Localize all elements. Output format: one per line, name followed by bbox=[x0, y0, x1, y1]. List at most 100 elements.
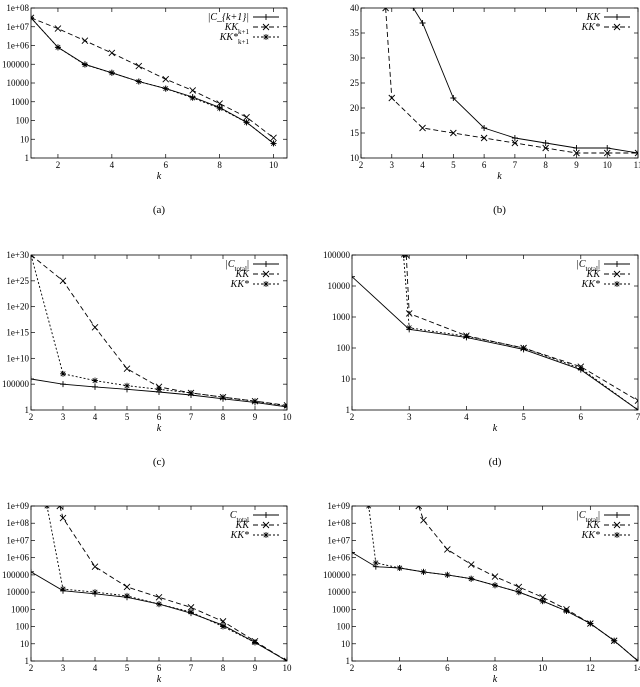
data-point bbox=[420, 516, 427, 524]
data-point bbox=[450, 95, 457, 101]
x-tick-label: 7 bbox=[513, 160, 518, 170]
legend-marker bbox=[614, 532, 620, 538]
x-axis-label: k bbox=[157, 423, 162, 434]
y-tick-label: 100000 bbox=[2, 379, 30, 389]
y-tick-label: 10000 bbox=[328, 587, 351, 597]
legend-marker bbox=[262, 23, 270, 31]
x-tick-label: 6 bbox=[579, 412, 584, 422]
data-point bbox=[388, 94, 396, 102]
data-point bbox=[54, 25, 62, 32]
legend-label: KK*k+1 bbox=[219, 32, 250, 46]
x-tick-label: 10 bbox=[269, 160, 279, 170]
data-point bbox=[603, 149, 611, 157]
data-point bbox=[108, 69, 115, 76]
y-tick-label: 1 bbox=[25, 656, 30, 666]
y-tick-label: 1e+08 bbox=[6, 3, 29, 13]
data-point bbox=[135, 62, 143, 70]
legend-label: |C_{k+1}| bbox=[208, 12, 249, 23]
panel-caption: (d) bbox=[489, 456, 502, 468]
data-point bbox=[59, 277, 67, 285]
data-point bbox=[243, 119, 250, 126]
data-point bbox=[420, 568, 427, 575]
y-tick-label: 1e+09 bbox=[6, 501, 29, 511]
data-point bbox=[520, 345, 527, 351]
y-tick-label: 1e+10 bbox=[6, 353, 29, 363]
y-tick-label: 1e+06 bbox=[6, 553, 29, 563]
data-point bbox=[406, 324, 413, 331]
y-tick-label: 1e+06 bbox=[327, 553, 350, 563]
y-tick-label: 35 bbox=[350, 28, 360, 38]
x-tick-label: 8 bbox=[217, 160, 222, 170]
legend-label: KK bbox=[586, 12, 602, 23]
data-point bbox=[283, 402, 287, 409]
data-point bbox=[92, 377, 98, 384]
legend-marker bbox=[613, 23, 621, 31]
y-tick-label: 1e+25 bbox=[6, 276, 29, 286]
x-tick-label: 8 bbox=[543, 160, 548, 170]
x-tick-label: 4 bbox=[420, 160, 425, 170]
legend-label: KK* bbox=[581, 530, 600, 541]
data-point bbox=[156, 601, 162, 608]
x-tick-label: 3 bbox=[407, 412, 412, 422]
chart-f: 1 10 100 1000 10000 100000 1e+06 1e+07 1e+08 1e+0… bbox=[323, 501, 640, 685]
data-point bbox=[108, 49, 116, 57]
data-point bbox=[563, 608, 570, 615]
data-point bbox=[219, 618, 227, 625]
data-point bbox=[539, 598, 546, 605]
data-point bbox=[491, 573, 499, 580]
data-point bbox=[450, 129, 457, 137]
series-line-1 bbox=[405, 255, 638, 402]
legend-marker bbox=[263, 261, 269, 267]
x-tick-label: 6 bbox=[157, 412, 162, 422]
y-tick-label: 1e+07 bbox=[6, 535, 29, 545]
legend-marker bbox=[263, 532, 269, 538]
x-tick-label: 4 bbox=[93, 663, 98, 673]
legend-label: KKk+1 bbox=[224, 22, 250, 36]
x-tick-label: 3 bbox=[390, 160, 395, 170]
y-tick-label: 100 bbox=[337, 343, 351, 353]
data-point bbox=[467, 561, 475, 568]
data-point bbox=[91, 324, 99, 331]
y-tick-label: 1000 bbox=[11, 97, 30, 107]
data-point bbox=[155, 593, 163, 601]
y-tick-label: 1e+06 bbox=[6, 41, 29, 51]
legend-marker bbox=[614, 281, 620, 287]
x-tick-label: 3 bbox=[61, 663, 66, 673]
data-point bbox=[403, 255, 410, 259]
data-point bbox=[515, 589, 522, 596]
y-tick-label: 100000 bbox=[323, 250, 351, 260]
legend-marker bbox=[613, 270, 621, 278]
y-tick-label: 1e+07 bbox=[6, 22, 29, 32]
data-point bbox=[634, 397, 638, 404]
y-tick-label: 10000 bbox=[328, 281, 351, 291]
data-point bbox=[511, 139, 519, 147]
data-point bbox=[220, 394, 226, 401]
data-point bbox=[56, 506, 64, 510]
data-point bbox=[189, 87, 197, 94]
legend-label: |Ctotal| bbox=[576, 510, 600, 524]
data-point bbox=[415, 506, 423, 510]
y-tick-label: 1e+30 bbox=[6, 250, 29, 260]
x-tick-label: 7 bbox=[189, 663, 194, 673]
x-tick-label: 7 bbox=[189, 412, 194, 422]
data-point bbox=[187, 604, 195, 611]
data-point bbox=[480, 134, 488, 142]
data-point bbox=[162, 85, 169, 92]
x-tick-label: 6 bbox=[163, 160, 168, 170]
x-tick-label: 9 bbox=[574, 160, 579, 170]
data-point bbox=[492, 582, 498, 589]
x-tick-label: 3 bbox=[61, 412, 66, 422]
data-point bbox=[123, 365, 131, 372]
legend-label: |Ctotal| bbox=[576, 259, 600, 273]
y-tick-label: 15 bbox=[350, 128, 360, 138]
panel-caption: (c) bbox=[153, 456, 166, 468]
legend-marker bbox=[614, 512, 620, 518]
chart-a: 1 10 100 1000 10000 100000 1e+06 1e+07 1e+08 2 4 6 8… bbox=[2, 3, 288, 216]
y-tick-label: 1 bbox=[25, 405, 30, 415]
y-tick-label: 10 bbox=[341, 374, 351, 384]
data-point bbox=[511, 135, 518, 141]
panel-caption: (a) bbox=[153, 204, 166, 216]
